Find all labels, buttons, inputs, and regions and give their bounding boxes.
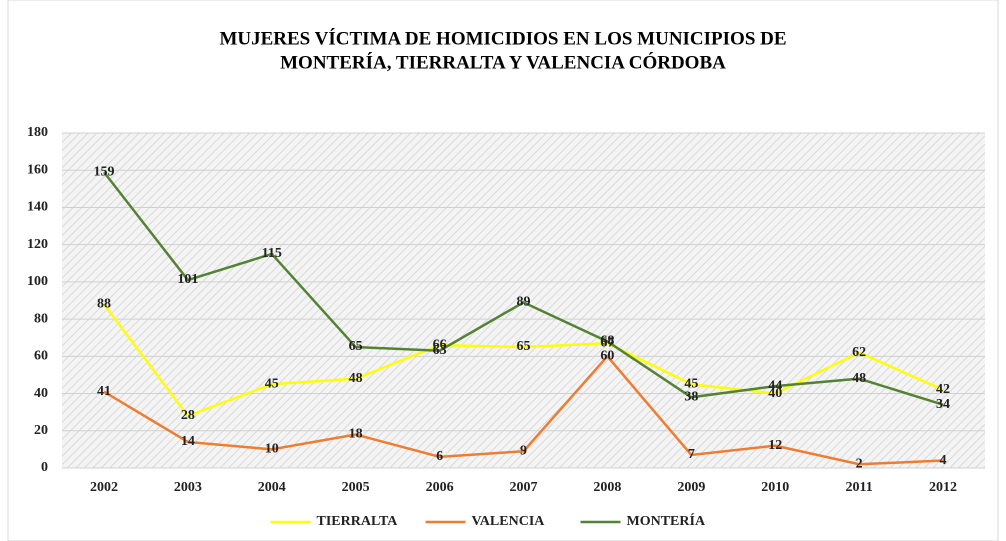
data-label: 6 (436, 449, 443, 464)
data-label: 12 (768, 438, 782, 453)
data-label: 42 (936, 382, 950, 397)
series-line (102, 171, 944, 406)
data-label: 44 (768, 378, 782, 393)
data-label: 101 (177, 272, 198, 287)
data-label: 65 (517, 339, 531, 354)
x-tick-label: 2006 (426, 480, 454, 495)
data-label: 45 (684, 376, 698, 391)
y-tick-label: 20 (34, 423, 48, 438)
x-tick-label: 2004 (258, 480, 286, 495)
data-label: 4 (940, 453, 947, 468)
plot-area (62, 133, 985, 468)
data-label: 38 (684, 389, 698, 404)
x-tick-label: 2011 (846, 480, 873, 495)
y-tick-label: 160 (27, 162, 48, 177)
legend-label: TIERRALTA (317, 514, 399, 529)
data-label: 18 (349, 427, 363, 442)
x-tick-label: 2010 (761, 480, 789, 495)
data-label: 45 (265, 376, 279, 391)
data-label: 10 (265, 442, 279, 457)
x-tick-label: 2002 (90, 480, 118, 495)
data-label: 115 (262, 246, 282, 261)
data-label: 88 (97, 296, 111, 311)
chart-title: MONTERÍA, TIERRALTA Y VALENCIA CÓRDOBA (280, 51, 726, 73)
data-label: 67 (600, 336, 614, 351)
series-line (103, 354, 944, 466)
y-tick-label: 80 (34, 311, 48, 326)
data-label: 9 (520, 443, 527, 458)
data-label: 48 (349, 371, 363, 386)
data-label: 60 (600, 349, 614, 364)
data-label: 62 (852, 345, 866, 360)
x-tick-label: 2003 (174, 480, 202, 495)
y-tick-label: 40 (34, 386, 48, 401)
data-label: 48 (852, 371, 866, 386)
data-label: 40 (768, 386, 782, 401)
y-tick-label: 100 (27, 274, 48, 289)
x-tick-label: 2005 (342, 480, 370, 495)
x-tick-label: 2012 (929, 480, 957, 495)
y-tick-label: 120 (27, 237, 48, 252)
chart-title: MUJERES VÍCTIMA DE HOMICIDIOS EN LOS MUN… (219, 27, 786, 49)
x-tick-label: 2007 (510, 480, 538, 495)
y-tick-label: 0 (41, 460, 48, 475)
y-tick-label: 60 (34, 349, 48, 364)
legend-label: VALENCIA (472, 514, 546, 529)
data-label: 68 (600, 334, 614, 349)
frame (7, 0, 999, 541)
series-line (102, 303, 944, 418)
data-label: 89 (517, 295, 531, 310)
data-label: 41 (97, 384, 111, 399)
y-tick-label: 140 (27, 200, 48, 215)
data-label: 14 (181, 434, 195, 449)
data-label: 7 (688, 447, 695, 462)
data-label: 65 (349, 339, 363, 354)
data-label: 2 (856, 456, 863, 471)
data-label: 159 (93, 164, 114, 179)
legend-label: MONTERÍA (627, 512, 706, 529)
data-label: 34 (936, 397, 950, 412)
data-label: 63 (433, 343, 447, 358)
data-label: 28 (181, 408, 195, 423)
data-label: 66 (433, 337, 447, 352)
y-tick-label: 180 (27, 125, 48, 140)
x-tick-label: 2008 (593, 480, 621, 495)
x-tick-label: 2009 (677, 480, 705, 495)
